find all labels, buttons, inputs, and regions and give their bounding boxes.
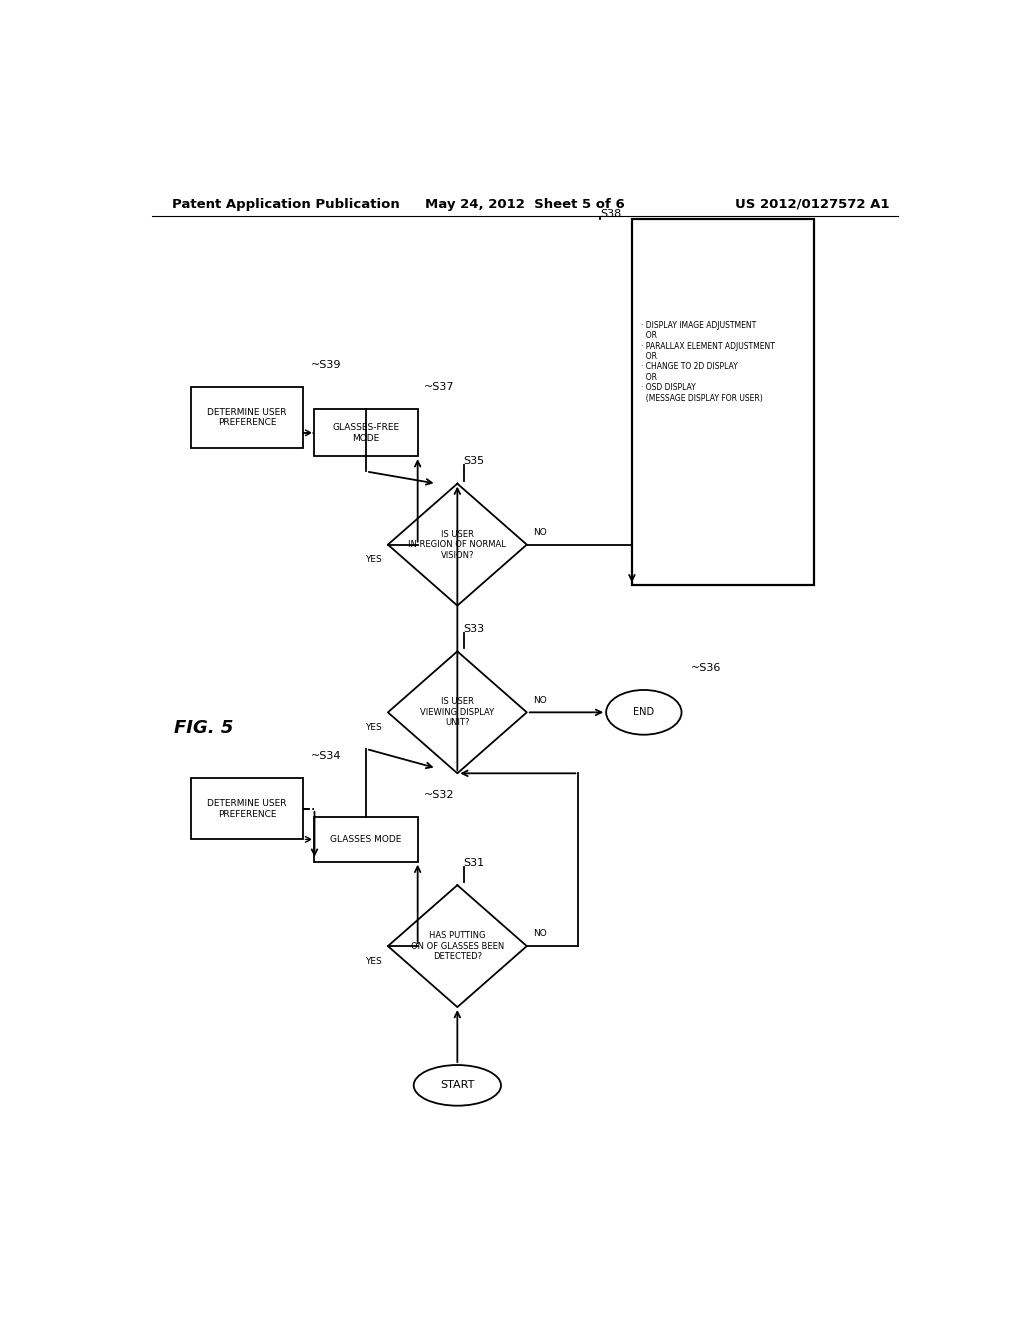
FancyBboxPatch shape (314, 409, 418, 457)
Text: HAS PUTTING
ON OF GLASSES BEEN
DETECTED?: HAS PUTTING ON OF GLASSES BEEN DETECTED? (411, 931, 504, 961)
Text: GLASSES-FREE
MODE: GLASSES-FREE MODE (333, 424, 399, 442)
FancyBboxPatch shape (314, 817, 418, 862)
Text: ~S32: ~S32 (424, 789, 455, 800)
Text: START: START (440, 1080, 474, 1090)
Text: May 24, 2012  Sheet 5 of 6: May 24, 2012 Sheet 5 of 6 (425, 198, 625, 211)
Polygon shape (388, 651, 526, 774)
Text: FIG. 5: FIG. 5 (174, 718, 233, 737)
Text: YES: YES (365, 723, 382, 733)
Text: S38: S38 (600, 210, 622, 219)
Text: GLASSES MODE: GLASSES MODE (331, 834, 401, 843)
Text: ~S39: ~S39 (310, 360, 341, 370)
Text: S35: S35 (464, 457, 484, 466)
Text: DETERMINE USER
PREFERENCE: DETERMINE USER PREFERENCE (207, 408, 287, 428)
Text: IS USER
IN REGION OF NORMAL
VISION?: IS USER IN REGION OF NORMAL VISION? (409, 529, 506, 560)
Ellipse shape (606, 690, 682, 735)
Text: ~S34: ~S34 (310, 751, 341, 762)
Text: US 2012/0127572 A1: US 2012/0127572 A1 (735, 198, 890, 211)
Text: NO: NO (534, 696, 547, 705)
Text: Patent Application Publication: Patent Application Publication (172, 198, 399, 211)
Text: YES: YES (365, 556, 382, 565)
Polygon shape (388, 886, 526, 1007)
FancyBboxPatch shape (632, 219, 814, 585)
Polygon shape (388, 483, 526, 606)
Text: YES: YES (365, 957, 382, 966)
Text: NO: NO (534, 528, 547, 537)
Text: · DISPLAY IMAGE ADJUSTMENT
  OR
· PARALLAX ELEMENT ADJUSTMENT
  OR
· CHANGE TO 2: · DISPLAY IMAGE ADJUSTMENT OR · PARALLAX… (641, 321, 775, 403)
Text: ~S37: ~S37 (424, 381, 455, 392)
Text: ~S36: ~S36 (691, 663, 722, 673)
Text: DETERMINE USER
PREFERENCE: DETERMINE USER PREFERENCE (207, 799, 287, 818)
Text: END: END (633, 708, 654, 717)
Text: IS USER
VIEWING DISPLAY
UNIT?: IS USER VIEWING DISPLAY UNIT? (420, 697, 495, 727)
Text: NO: NO (534, 929, 547, 939)
Text: S31: S31 (464, 858, 484, 867)
Ellipse shape (414, 1065, 501, 1106)
FancyBboxPatch shape (191, 387, 303, 447)
Text: S33: S33 (464, 624, 484, 634)
FancyBboxPatch shape (191, 779, 303, 840)
